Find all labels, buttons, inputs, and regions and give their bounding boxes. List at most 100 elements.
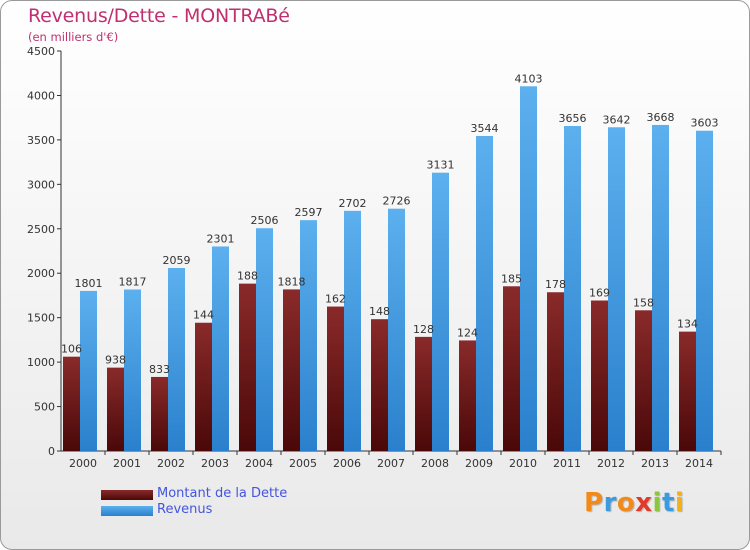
logo-letter: x bbox=[635, 488, 653, 518]
data-label-debt: 938 bbox=[105, 354, 126, 367]
x-tick-label: 2013 bbox=[641, 457, 669, 470]
x-tick-label: 2012 bbox=[597, 457, 625, 470]
bar-revenue bbox=[344, 210, 361, 451]
x-tick-label: 2010 bbox=[509, 457, 537, 470]
bar-debt bbox=[503, 286, 520, 451]
x-tick-label: 2000 bbox=[69, 457, 97, 470]
y-tick-label: 2500 bbox=[27, 223, 55, 236]
bar-debt bbox=[635, 310, 652, 451]
data-label-debt: 134 bbox=[677, 318, 698, 331]
legend-label-debt: Montant de la Dette bbox=[157, 486, 288, 501]
x-tick-label: 2003 bbox=[201, 457, 229, 470]
data-label-revenue: 3668 bbox=[647, 111, 675, 124]
bar-debt bbox=[591, 300, 608, 451]
data-label-debt: 833 bbox=[149, 363, 170, 376]
bar-revenue bbox=[212, 246, 229, 451]
x-tick-label: 2007 bbox=[377, 457, 405, 470]
data-label-revenue: 2506 bbox=[251, 214, 279, 227]
bar-revenue bbox=[80, 290, 97, 451]
data-label-debt: 188 bbox=[237, 270, 258, 283]
x-tick-label: 2006 bbox=[333, 457, 361, 470]
y-tick-label: 4000 bbox=[27, 89, 55, 102]
data-label-revenue: 1817 bbox=[119, 275, 147, 288]
data-label-debt: 162 bbox=[325, 293, 346, 306]
y-tick-label: 3500 bbox=[27, 134, 55, 147]
legend-swatch-revenue bbox=[101, 506, 153, 516]
bar-debt bbox=[195, 322, 212, 451]
data-label-debt: 148 bbox=[369, 305, 390, 318]
chart-title: Revenus/Dette - MONTRABé bbox=[28, 5, 290, 27]
bar-revenue bbox=[388, 208, 405, 451]
logo-letter: r bbox=[603, 488, 617, 518]
bar-revenue bbox=[696, 130, 713, 451]
logo-letter: i bbox=[674, 488, 685, 518]
y-tick-label: 3000 bbox=[27, 178, 55, 191]
data-label-revenue: 2597 bbox=[295, 206, 323, 219]
bar-revenue bbox=[564, 126, 581, 452]
logo-letter: o bbox=[616, 488, 636, 518]
y-tick-label: 4500 bbox=[27, 45, 55, 58]
bar-debt bbox=[371, 319, 388, 451]
y-tick-label: 2000 bbox=[27, 267, 55, 280]
bar-debt bbox=[547, 292, 564, 451]
data-label-revenue: 1801 bbox=[75, 277, 103, 290]
data-label-debt: 169 bbox=[589, 287, 610, 300]
legend-label-revenue: Revenus bbox=[157, 502, 213, 517]
bar-debt bbox=[151, 376, 168, 451]
bar-revenue bbox=[256, 228, 273, 451]
x-tick-label: 2011 bbox=[553, 457, 581, 470]
logo-letter: P bbox=[584, 488, 604, 518]
x-tick-label: 2004 bbox=[245, 457, 273, 470]
data-label-revenue: 2702 bbox=[339, 197, 367, 210]
bar-debt bbox=[63, 356, 80, 451]
data-label-revenue: 3544 bbox=[471, 122, 499, 135]
bar-revenue bbox=[300, 220, 317, 451]
data-label-revenue: 3131 bbox=[427, 159, 455, 172]
logo-letter: i bbox=[652, 488, 662, 518]
bar-revenue bbox=[652, 124, 669, 451]
x-tick-label: 2001 bbox=[113, 457, 141, 470]
bar-revenue bbox=[124, 289, 141, 451]
x-tick-label: 2009 bbox=[465, 457, 493, 470]
bar-revenue bbox=[520, 86, 537, 452]
data-label-revenue: 4103 bbox=[515, 72, 543, 85]
data-label-debt: 106 bbox=[61, 343, 82, 356]
data-label-debt: 185 bbox=[501, 272, 522, 285]
data-label-debt: 158 bbox=[633, 296, 654, 309]
data-label-revenue: 2726 bbox=[383, 195, 411, 208]
bar-revenue bbox=[476, 135, 493, 451]
bar-revenue bbox=[168, 267, 185, 451]
data-label-revenue: 2301 bbox=[207, 232, 235, 245]
bar-debt bbox=[283, 289, 300, 451]
x-tick-label: 2005 bbox=[289, 457, 317, 470]
data-label-debt: 1818 bbox=[278, 275, 306, 288]
bar-debt bbox=[239, 283, 256, 451]
data-label-debt: 144 bbox=[193, 309, 214, 322]
data-label-debt: 178 bbox=[545, 278, 566, 291]
data-label-revenue: 3642 bbox=[603, 113, 631, 126]
chart-subtitle: (en milliers d'€) bbox=[28, 30, 119, 44]
legend-swatch-debt bbox=[101, 490, 153, 500]
bar-debt bbox=[327, 306, 344, 451]
y-tick-label: 1500 bbox=[27, 312, 55, 325]
bar-revenue bbox=[432, 172, 449, 451]
bar-debt bbox=[415, 336, 432, 451]
y-tick-label: 0 bbox=[48, 445, 55, 458]
bar-debt bbox=[459, 340, 476, 451]
logo-letter: t bbox=[661, 488, 675, 518]
data-label-debt: 128 bbox=[413, 323, 434, 336]
x-tick-label: 2002 bbox=[157, 457, 185, 470]
data-label-revenue: 3603 bbox=[691, 117, 719, 130]
y-tick-label: 500 bbox=[34, 401, 55, 414]
bar-debt bbox=[679, 331, 696, 451]
data-label-revenue: 3656 bbox=[559, 112, 587, 125]
bar-revenue bbox=[608, 127, 625, 452]
proxiti-logo: Proxiti bbox=[584, 488, 684, 518]
data-label-revenue: 2059 bbox=[163, 254, 191, 267]
bar-debt bbox=[107, 367, 124, 451]
data-label-debt: 124 bbox=[457, 326, 478, 339]
y-tick-label: 1000 bbox=[27, 356, 55, 369]
x-tick-label: 2008 bbox=[421, 457, 449, 470]
